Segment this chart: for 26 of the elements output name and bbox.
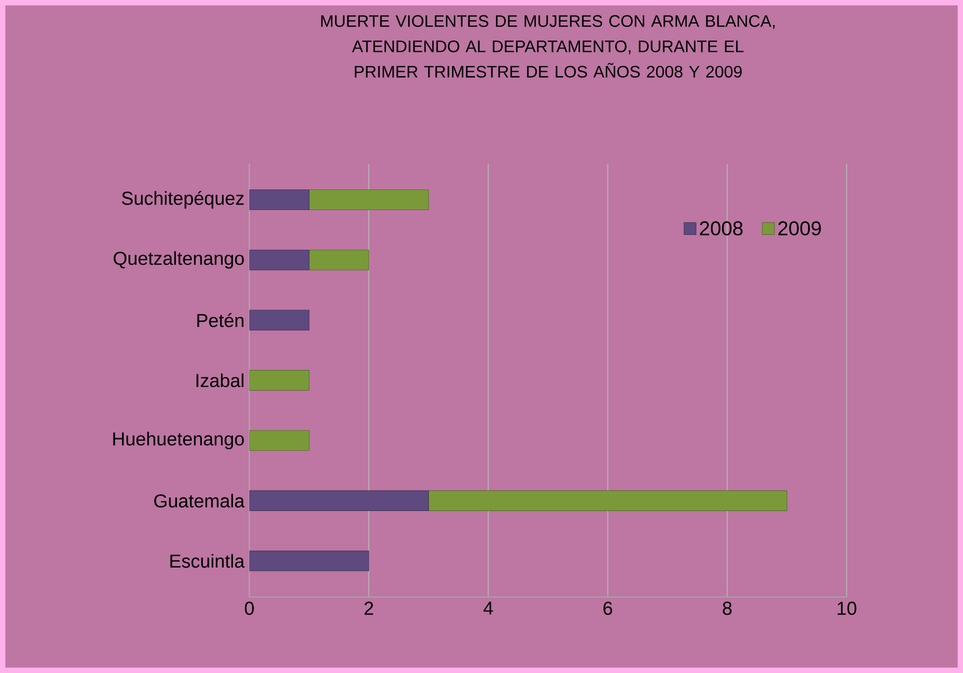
x-tick-label: 2	[364, 602, 374, 615]
bar	[249, 190, 310, 210]
y-tick-label: Escuintla	[170, 554, 245, 568]
bar	[308, 190, 429, 210]
bar	[249, 430, 310, 451]
bar	[428, 490, 788, 511]
y-tick-label: Izabal	[196, 373, 244, 388]
y-tick-label: Suchitepéquez	[122, 190, 244, 209]
x-tick-label: 4	[484, 602, 493, 615]
x-tick-label: 10	[838, 602, 856, 615]
bar	[308, 250, 370, 270]
bar	[249, 550, 370, 572]
y-tick-label: Huehuetenango	[113, 432, 244, 450]
x-tick-label: 8	[722, 602, 732, 615]
y-tick-label: Guatemala	[154, 494, 245, 508]
y-tick-label: Quetzaltenango	[114, 251, 244, 269]
bar	[249, 310, 310, 330]
legend-label: 2009	[778, 221, 821, 236]
x-tick-label: 6	[603, 602, 612, 615]
y-tick-label: Petén	[197, 313, 244, 328]
x-tick-label: 0	[244, 602, 254, 615]
legend-label: 2008	[700, 221, 743, 236]
chart-title: MUERTE VIOLENTES DE MUJERES CON ARMA BLANCA, ATENDIENDO AL DEPARTAMENTO, DURANTE EL PRIMER TRIMESTRE DE LOS AÑOS 2008 Y 2009	[321, 15, 775, 78]
bar	[249, 370, 310, 391]
bar	[249, 490, 429, 511]
bar	[249, 250, 310, 270]
